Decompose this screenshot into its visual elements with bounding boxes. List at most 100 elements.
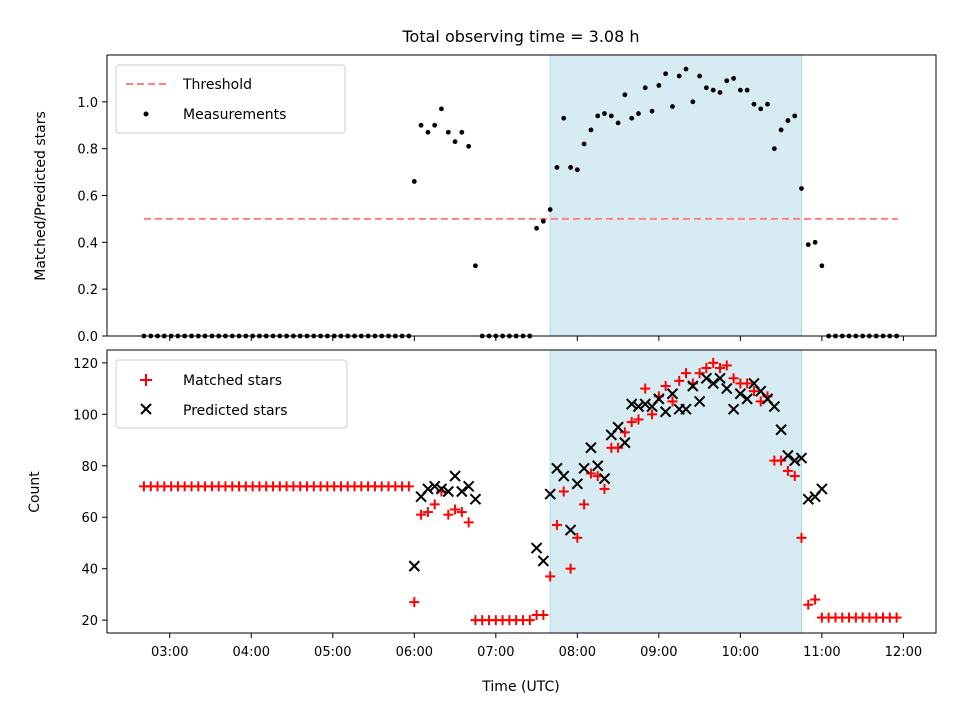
- matched-star-point: [585, 468, 596, 479]
- matched-star-point: [443, 509, 454, 520]
- predicted-star-point: [592, 460, 604, 472]
- predicted-star-point: [408, 560, 421, 572]
- bottom-y-tick-label: 60: [81, 511, 98, 526]
- x-axis-label: Time (UTC): [481, 679, 559, 695]
- measurement-point: [581, 141, 587, 147]
- measurement-point: [751, 101, 757, 107]
- matched-star-point: [565, 563, 576, 574]
- matched-star-point: [429, 499, 440, 510]
- bottom-chart-panel: 20 40 60 80 100 120 03:00 04:00 05:00 06:00 07:00…: [27, 349, 937, 660]
- bottom-x-tick-label: 10:00: [722, 645, 759, 660]
- predicted-star-point: [802, 493, 814, 505]
- predicted-star-point: [585, 442, 597, 454]
- predicted-star-point: [789, 454, 801, 467]
- predicted-star-point: [795, 452, 808, 464]
- predicted-star-point: [639, 398, 651, 410]
- bottom-x-tick-label: 05:00: [314, 645, 351, 660]
- measurement-point: [642, 85, 648, 91]
- measurement-point: [670, 104, 675, 109]
- matched-star-point: [728, 373, 739, 384]
- measurement-point: [819, 263, 825, 269]
- measurement-point: [425, 129, 431, 135]
- predicted-legend-swatch: [140, 403, 152, 415]
- measurement-point: [466, 143, 472, 149]
- matched-star-point: [545, 571, 556, 582]
- predicted-star-point: [714, 372, 726, 385]
- threshold-legend-label: Threshold: [182, 77, 252, 93]
- predicted-star-point: [435, 483, 448, 495]
- bottom-x-tick-label: 11:00: [803, 645, 840, 660]
- measurement-point: [459, 129, 465, 135]
- measurement-point: [737, 87, 743, 93]
- predicted-star-point: [659, 406, 672, 418]
- measurement-point: [574, 167, 580, 173]
- measurement-point: [473, 263, 478, 269]
- matched-star-point: [456, 507, 467, 518]
- matched-star-point: [701, 363, 712, 374]
- measurement-point: [663, 71, 669, 77]
- measurement-point: [411, 179, 417, 184]
- measurement-point: [608, 113, 614, 119]
- measurement-point: [799, 186, 804, 191]
- top-y-axis-label: Matched/Predicted stars: [33, 111, 49, 281]
- matched-star-point: [667, 396, 678, 407]
- matched-star-point: [463, 517, 474, 528]
- measurement-point: [534, 225, 539, 231]
- predicted-star-point: [422, 483, 434, 495]
- matched-star-point: [422, 507, 433, 518]
- measurement-point: [561, 115, 567, 121]
- measurement-point: [724, 78, 730, 84]
- top-observing-window: [549, 54, 803, 337]
- measurement-point: [636, 111, 641, 116]
- predicted-star-point: [462, 480, 475, 493]
- predicted-star-point: [578, 462, 590, 475]
- matched-star-point: [708, 357, 719, 368]
- predicted-star-point: [469, 493, 482, 505]
- matched-stars-points: [138, 357, 902, 626]
- top-legend: Threshold Measurements: [115, 64, 346, 134]
- predicted-star-point: [564, 524, 577, 536]
- measurement-point: [622, 92, 628, 98]
- matched-star-point: [619, 427, 630, 438]
- matched-star-point: [551, 519, 562, 530]
- measurement-point: [676, 73, 682, 79]
- bottom-y-tick-label: 40: [81, 563, 98, 578]
- matched-star-point: [640, 383, 651, 394]
- predicted-star-point: [816, 483, 828, 495]
- measurement-point: [547, 207, 553, 212]
- measurement-point: [710, 87, 716, 93]
- matched-star-point: [776, 455, 787, 466]
- predicted-star-point: [727, 403, 740, 415]
- bottom-plot-frame: [106, 349, 937, 634]
- predicted-star-point: [741, 393, 753, 405]
- predicted-star-point: [687, 380, 699, 392]
- matched-star-point: [450, 504, 461, 515]
- measurement-point: [629, 115, 635, 121]
- top-y-tick-label: 1.0: [77, 96, 98, 111]
- bottom-y-ticks: 20 40 60 80 100 120: [73, 357, 107, 629]
- matched-star-point: [796, 532, 807, 543]
- measurement-point: [418, 122, 424, 128]
- predicted-star-point: [571, 478, 584, 490]
- top-chart-panel: 0.0 0.2 0.4 0.6 0.8 1.0 Matched/Predicted sta…: [33, 54, 937, 345]
- predicted-legend-label: Predicted stars: [183, 403, 288, 419]
- predicted-star-point: [680, 403, 692, 415]
- measurement-point: [568, 165, 573, 170]
- measurement-point: [792, 113, 798, 119]
- bottom-x-ticks: 03:00 04:00 05:00 06:00 07:00 08:00 09:00 10:00…: [151, 633, 922, 660]
- measurement-point: [731, 76, 737, 81]
- predicted-star-point: [782, 449, 794, 462]
- matched-star-point: [660, 381, 671, 392]
- predicted-star-point: [632, 400, 645, 413]
- measurement-point: [588, 127, 594, 133]
- predicted-star-point: [721, 382, 733, 395]
- predicted-star-point: [449, 470, 461, 482]
- predicted-star-point: [456, 485, 468, 498]
- top-legend-box: [115, 64, 346, 134]
- predicted-star-point: [653, 393, 665, 405]
- matched-star-point: [579, 499, 590, 510]
- measurement-point: [690, 99, 696, 105]
- matched-star-point: [409, 597, 420, 608]
- measurement-point: [452, 139, 458, 145]
